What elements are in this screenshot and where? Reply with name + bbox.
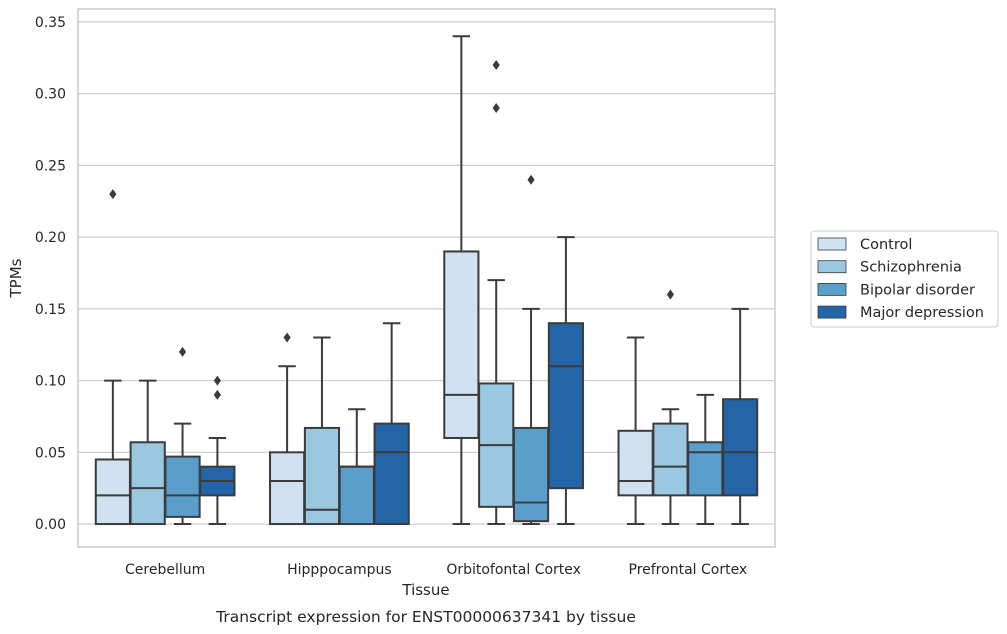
box-body [373, 422, 410, 526]
x-tick-label: Cerebellum [125, 562, 205, 578]
legend-swatch [817, 282, 847, 296]
x-tick-label: Prefrontal Cortex [629, 562, 748, 578]
box-3-1 [652, 289, 689, 526]
box-1-2 [338, 408, 375, 526]
legend-swatch [817, 237, 847, 251]
box-0-2 [164, 346, 201, 526]
box-1-0 [269, 332, 306, 526]
box-layer [94, 35, 759, 526]
box-body [269, 451, 306, 526]
legend-label: Control [860, 237, 912, 253]
y-tick-label: 0.30 [35, 87, 66, 103]
box-2-1 [478, 59, 515, 526]
y-tick-label: 0.10 [35, 374, 66, 390]
x-axis-title: Tissue [401, 581, 449, 599]
outlier-point [109, 189, 117, 200]
box-0-0 [94, 189, 131, 526]
y-tick-label: 0.20 [35, 230, 66, 246]
x-tick-label: Orbitofontal Cortex [446, 562, 581, 578]
outlier-point [178, 346, 187, 357]
box-body [547, 322, 584, 490]
legend-swatch [817, 305, 847, 319]
legend-frame [810, 230, 999, 328]
box-1-1 [303, 336, 341, 526]
y-tick-labels: 0.00 0.05 0.10 0.15 0.20 0.25 0.30 0.35 [35, 15, 66, 533]
y-axis-title: TPMs [7, 258, 25, 298]
outlier-point [666, 289, 675, 300]
box-3-0 [617, 336, 654, 526]
outlier-point [283, 332, 291, 343]
legend-swatch [817, 260, 847, 274]
legend: Control Schizophrenia Bipolar disorder Majo… [810, 230, 999, 328]
outlier-point [527, 174, 535, 185]
box-3-3 [722, 307, 759, 526]
box-2-3 [547, 236, 584, 526]
box-body [443, 250, 480, 439]
outlier-point [213, 389, 221, 400]
box-body [94, 458, 131, 526]
y-tick-label: 0.15 [35, 302, 66, 318]
plot-frame [77, 8, 776, 548]
x-tick-label: Hipppocampus [287, 562, 392, 578]
box-body [617, 429, 654, 497]
y-tick-label: 0.05 [35, 445, 66, 461]
chart-caption: Transcript expression for ENST0000063734… [215, 608, 636, 626]
box-body [652, 422, 689, 497]
box-0-3 [199, 375, 236, 526]
box-body [338, 465, 375, 526]
legend-label: Schizophrenia [860, 260, 962, 276]
box-2-0 [443, 35, 480, 526]
box-0-1 [129, 379, 166, 526]
box-body [512, 426, 550, 523]
legend-label: Major depression [860, 305, 984, 321]
box-1-3 [373, 322, 410, 526]
box-body [164, 455, 201, 518]
box-3-2 [687, 393, 724, 526]
outlier-point [492, 102, 500, 113]
box-body [687, 441, 724, 497]
box-body [722, 398, 759, 497]
box-body [129, 441, 166, 526]
outlier-point [492, 59, 500, 70]
legend-label: Bipolar disorder [860, 282, 975, 298]
y-tick-label: 0.35 [35, 15, 66, 31]
x-tick-labels: Cerebellum Hipppocampus Orbitofontal Corte… [125, 562, 747, 578]
y-tick-label: 0.00 [35, 517, 66, 533]
outlier-point [213, 375, 221, 386]
box-2-2 [512, 174, 550, 526]
y-tick-label: 0.25 [35, 158, 66, 174]
grid-lines [78, 21, 775, 525]
